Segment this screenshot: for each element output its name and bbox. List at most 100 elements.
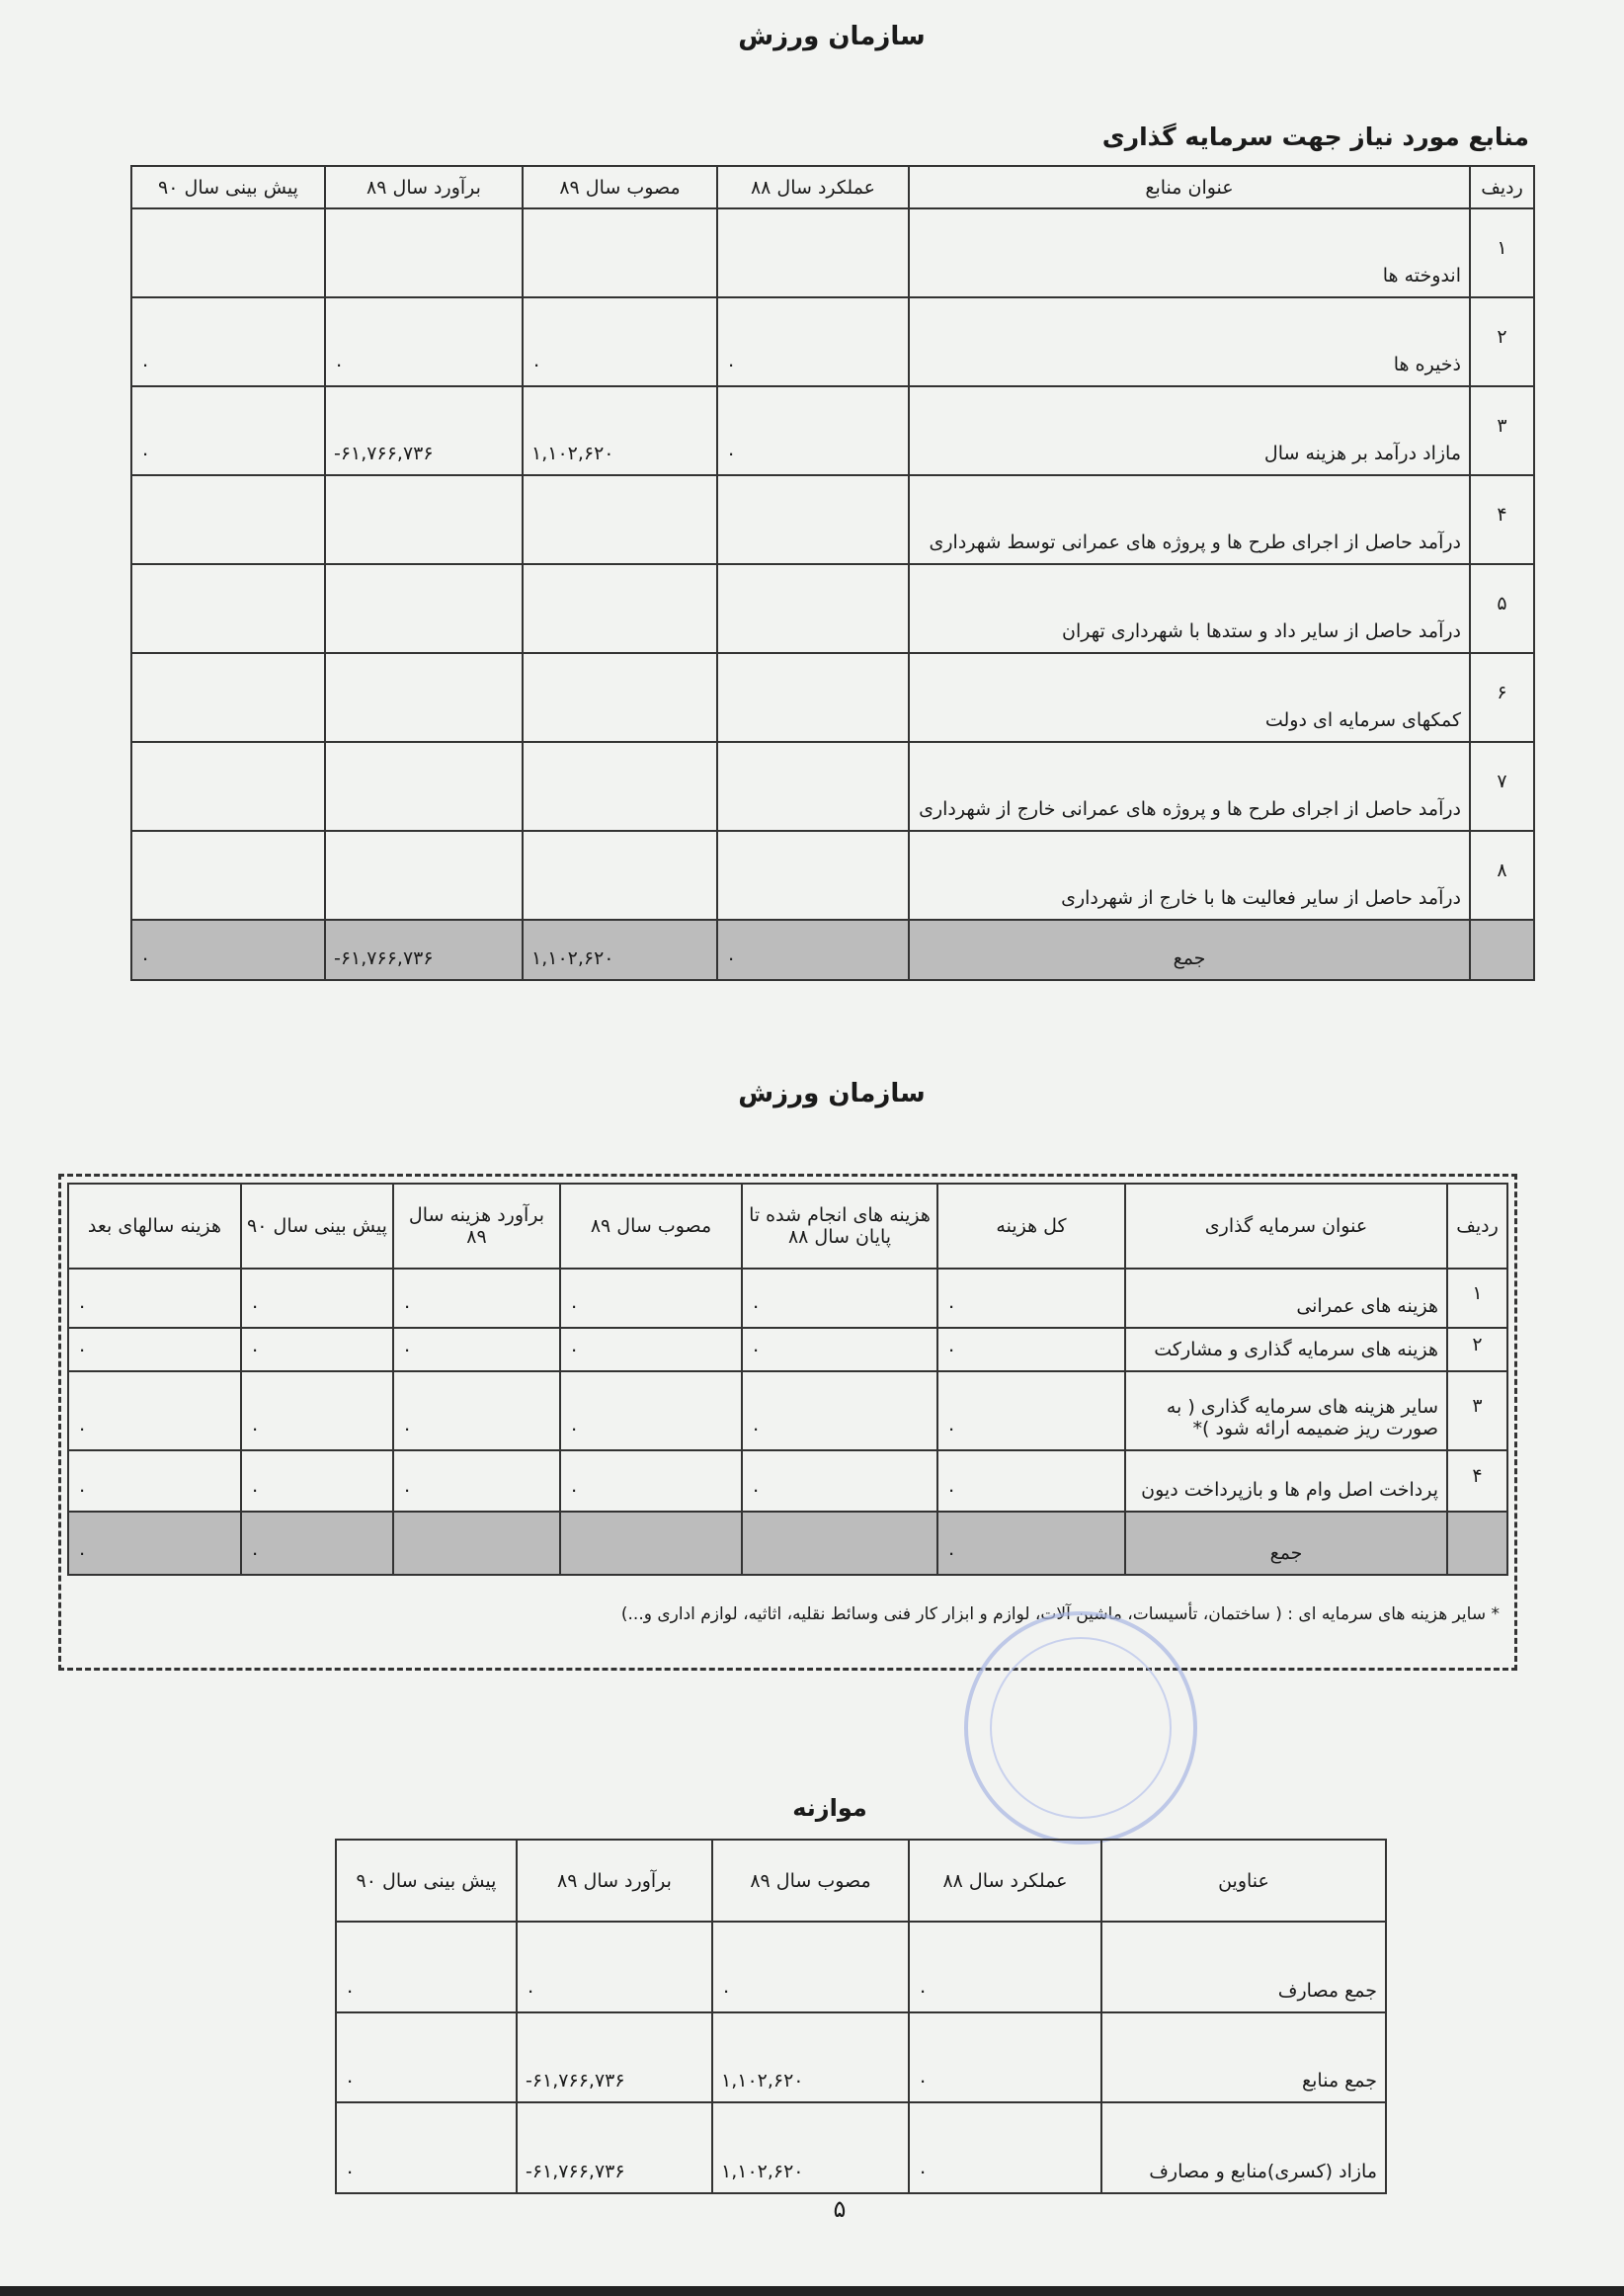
table-row: جمع منابع ٠ ۱,۱۰۲,۶۲۰ -۶۱,۷۶۶,۷۳۶ ٠ xyxy=(335,2011,1387,2103)
value-cell: ٠ xyxy=(936,1449,1126,1513)
total-label: جمع xyxy=(908,919,1471,981)
table-row: ۵ درآمد حاصل از سایر داد و ستدها با شهردا… xyxy=(130,563,1535,654)
value-cell: ٠ xyxy=(516,1921,713,2013)
table-row: ۱ اندوخته ها xyxy=(130,207,1535,298)
column-header: مصوب سال ۸۹ xyxy=(522,165,718,209)
column-header: عملکرد سال ۸۸ xyxy=(716,165,910,209)
row-title: ذخیره ها xyxy=(908,296,1471,387)
row-index: ۴ xyxy=(1446,1449,1508,1513)
row-title: درآمد حاصل از اجرای طرح ها و پروژه های ع… xyxy=(908,741,1471,832)
total-row: جمع ٠ ٠ ٠ xyxy=(67,1511,1508,1576)
table-row: ۴ درآمد حاصل از اجرای طرح ها و پروژه های … xyxy=(130,474,1535,565)
value-cell xyxy=(716,563,910,654)
row-title: جمع مصارف xyxy=(1100,1921,1387,2013)
value-cell: ٠ xyxy=(392,1449,561,1513)
total-cell: ٠ xyxy=(130,919,326,981)
row-index: ۲ xyxy=(1469,296,1535,387)
value-cell: ٠ xyxy=(908,2101,1102,2194)
value-cell xyxy=(324,207,524,298)
row-title: درآمد حاصل از سایر داد و ستدها با شهردار… xyxy=(908,563,1471,654)
row-index: ۵ xyxy=(1469,563,1535,654)
row-title: پرداخت اصل وام ها و بازپرداخت دیون xyxy=(1124,1449,1448,1513)
table-row: مازاد (کسری)منابع و مصارف ٠ ۱,۱۰۲,۶۲۰ -۶۱,۷… xyxy=(335,2101,1387,2194)
total-cell: ٠ xyxy=(67,1511,242,1576)
row-title: جمع منابع xyxy=(1100,2011,1387,2103)
value-cell: ٠ xyxy=(741,1268,938,1329)
page-title: سازمان ورزش xyxy=(738,22,926,51)
row-index: ۶ xyxy=(1469,652,1535,743)
row-index: ۳ xyxy=(1469,385,1535,476)
row-index: ۱ xyxy=(1446,1268,1508,1329)
value-cell: ٠ xyxy=(559,1268,743,1329)
table-row: ۷ درآمد حاصل از اجرای طرح ها و پروژه های … xyxy=(130,741,1535,832)
row-title: مازاد درآمد بر هزینه سال xyxy=(908,385,1471,476)
value-cell: ٠ xyxy=(559,1327,743,1372)
row-title: درآمد حاصل از سایر فعالیت ها با خارج از … xyxy=(908,830,1471,921)
value-cell xyxy=(324,563,524,654)
value-cell xyxy=(324,474,524,565)
value-cell: -۶۱,۷۶۶,۷۳۶ xyxy=(516,2101,713,2194)
row-title: مازاد (کسری)منابع و مصارف xyxy=(1100,2101,1387,2194)
value-cell: ٠ xyxy=(522,296,718,387)
value-cell xyxy=(522,207,718,298)
value-cell: ۱,۱۰۲,۶۲۰ xyxy=(711,2011,910,2103)
column-header: پیش بینی سال ۹۰ xyxy=(130,165,326,209)
value-cell xyxy=(716,830,910,921)
official-stamp xyxy=(964,1611,1197,1845)
value-cell: ٠ xyxy=(716,296,910,387)
table-row: ۲ ذخیره ها ٠ ٠ ٠ ٠ xyxy=(130,296,1535,387)
value-cell: ٠ xyxy=(130,385,326,476)
row-index: ۱ xyxy=(1469,207,1535,298)
total-cell xyxy=(559,1511,743,1576)
investment-table: ردیف عنوان سرمایه گذاری کل هزینه هزینه های … xyxy=(58,1174,1517,1671)
value-cell xyxy=(130,207,326,298)
value-cell: ٠ xyxy=(324,296,524,387)
value-cell: ٠ xyxy=(716,385,910,476)
value-cell: ۱,۱۰۲,۶۲۰ xyxy=(522,385,718,476)
value-cell xyxy=(324,741,524,832)
total-cell xyxy=(741,1511,938,1576)
table-row: جمع مصارف ٠ ٠ ٠ ٠ xyxy=(335,1921,1387,2013)
investment-heading: سازمان ورزش xyxy=(738,1079,926,1108)
value-cell xyxy=(522,741,718,832)
column-header: برآورد هزینه سال ۸۹ xyxy=(392,1183,561,1270)
row-index: ۷ xyxy=(1469,741,1535,832)
value-cell: -۶۱,۷۶۶,۷۳۶ xyxy=(516,2011,713,2103)
value-cell: ٠ xyxy=(908,2011,1102,2103)
value-cell: ٠ xyxy=(936,1327,1126,1372)
total-cell: ٠ xyxy=(936,1511,1126,1576)
value-cell: ٠ xyxy=(908,1921,1102,2013)
column-header: هزینه های انجام شده تا پایان سال ۸۸ xyxy=(741,1183,938,1270)
value-cell: ٠ xyxy=(392,1327,561,1372)
column-header: عناوین xyxy=(1100,1839,1387,1923)
value-cell xyxy=(130,474,326,565)
total-cell xyxy=(1446,1511,1508,1576)
column-header: ردیف xyxy=(1446,1183,1508,1270)
value-cell xyxy=(522,563,718,654)
balance-table: عناوین عملکرد سال ۸۸ مصوب سال ۸۹ برآورد سال… xyxy=(335,1839,1387,2194)
total-cell xyxy=(392,1511,561,1576)
value-cell xyxy=(522,652,718,743)
footnote: * سایر هزینه های سرمایه ای : ( ساختمان، … xyxy=(620,1603,1500,1624)
column-header: برآورد سال ۸۹ xyxy=(516,1839,713,1923)
row-title: هزینه های عمرانی xyxy=(1124,1268,1448,1329)
row-title: هزینه های سرمایه گذاری و مشارکت xyxy=(1124,1327,1448,1372)
value-cell: ٠ xyxy=(936,1268,1126,1329)
value-cell: ٠ xyxy=(240,1327,394,1372)
value-cell: ٠ xyxy=(559,1370,743,1451)
row-index: ۸ xyxy=(1469,830,1535,921)
value-cell xyxy=(324,652,524,743)
column-header: هزینه سالهای بعد xyxy=(67,1183,242,1270)
value-cell: ٠ xyxy=(240,1449,394,1513)
value-cell xyxy=(522,474,718,565)
column-header: عنوان سرمایه گذاری xyxy=(1124,1183,1448,1270)
column-header: عملکرد سال ۸۸ xyxy=(908,1839,1102,1923)
value-cell: ٠ xyxy=(67,1327,242,1372)
column-header: برآورد سال ۸۹ xyxy=(324,165,524,209)
value-cell: ٠ xyxy=(335,2101,518,2194)
column-header: ردیف xyxy=(1469,165,1535,209)
value-cell xyxy=(130,741,326,832)
row-index: ۴ xyxy=(1469,474,1535,565)
value-cell: ٠ xyxy=(67,1268,242,1329)
column-header: پیش بینی سال ۹۰ xyxy=(335,1839,518,1923)
